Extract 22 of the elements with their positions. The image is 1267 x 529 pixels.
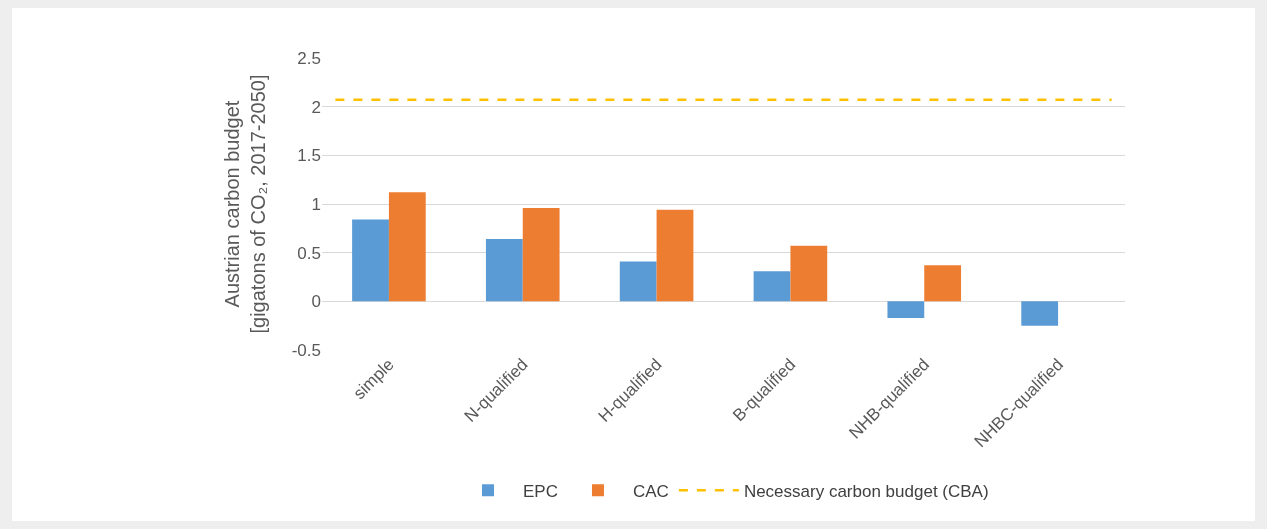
legend-label: CAC [632, 481, 669, 501]
bar [790, 245, 828, 302]
bar [619, 261, 657, 302]
y-tick-label: 0.5 [297, 243, 321, 263]
bar [887, 301, 925, 318]
y-axis-title: Austrian carbon budget [gigatons of CO₂, 2017-2050] [221, 74, 270, 334]
y-tick-label: 1.5 [297, 146, 321, 166]
y-tick-label: 2 [311, 97, 321, 117]
y-tick-label: 1 [311, 194, 321, 214]
bar [522, 207, 560, 302]
y-tick-label: 2.5 [297, 48, 321, 68]
y-tick-label: 0 [311, 292, 321, 312]
bar [924, 265, 962, 302]
y-tick-label: -0.5 [291, 340, 321, 360]
bar [753, 271, 791, 302]
legend-label: EPC [523, 481, 558, 501]
bar [485, 239, 523, 302]
bar [656, 209, 694, 302]
bar [352, 219, 389, 302]
legend-label: Necessary carbon budget (CBA) [743, 481, 989, 501]
bar [388, 192, 426, 302]
bar [1021, 301, 1059, 326]
